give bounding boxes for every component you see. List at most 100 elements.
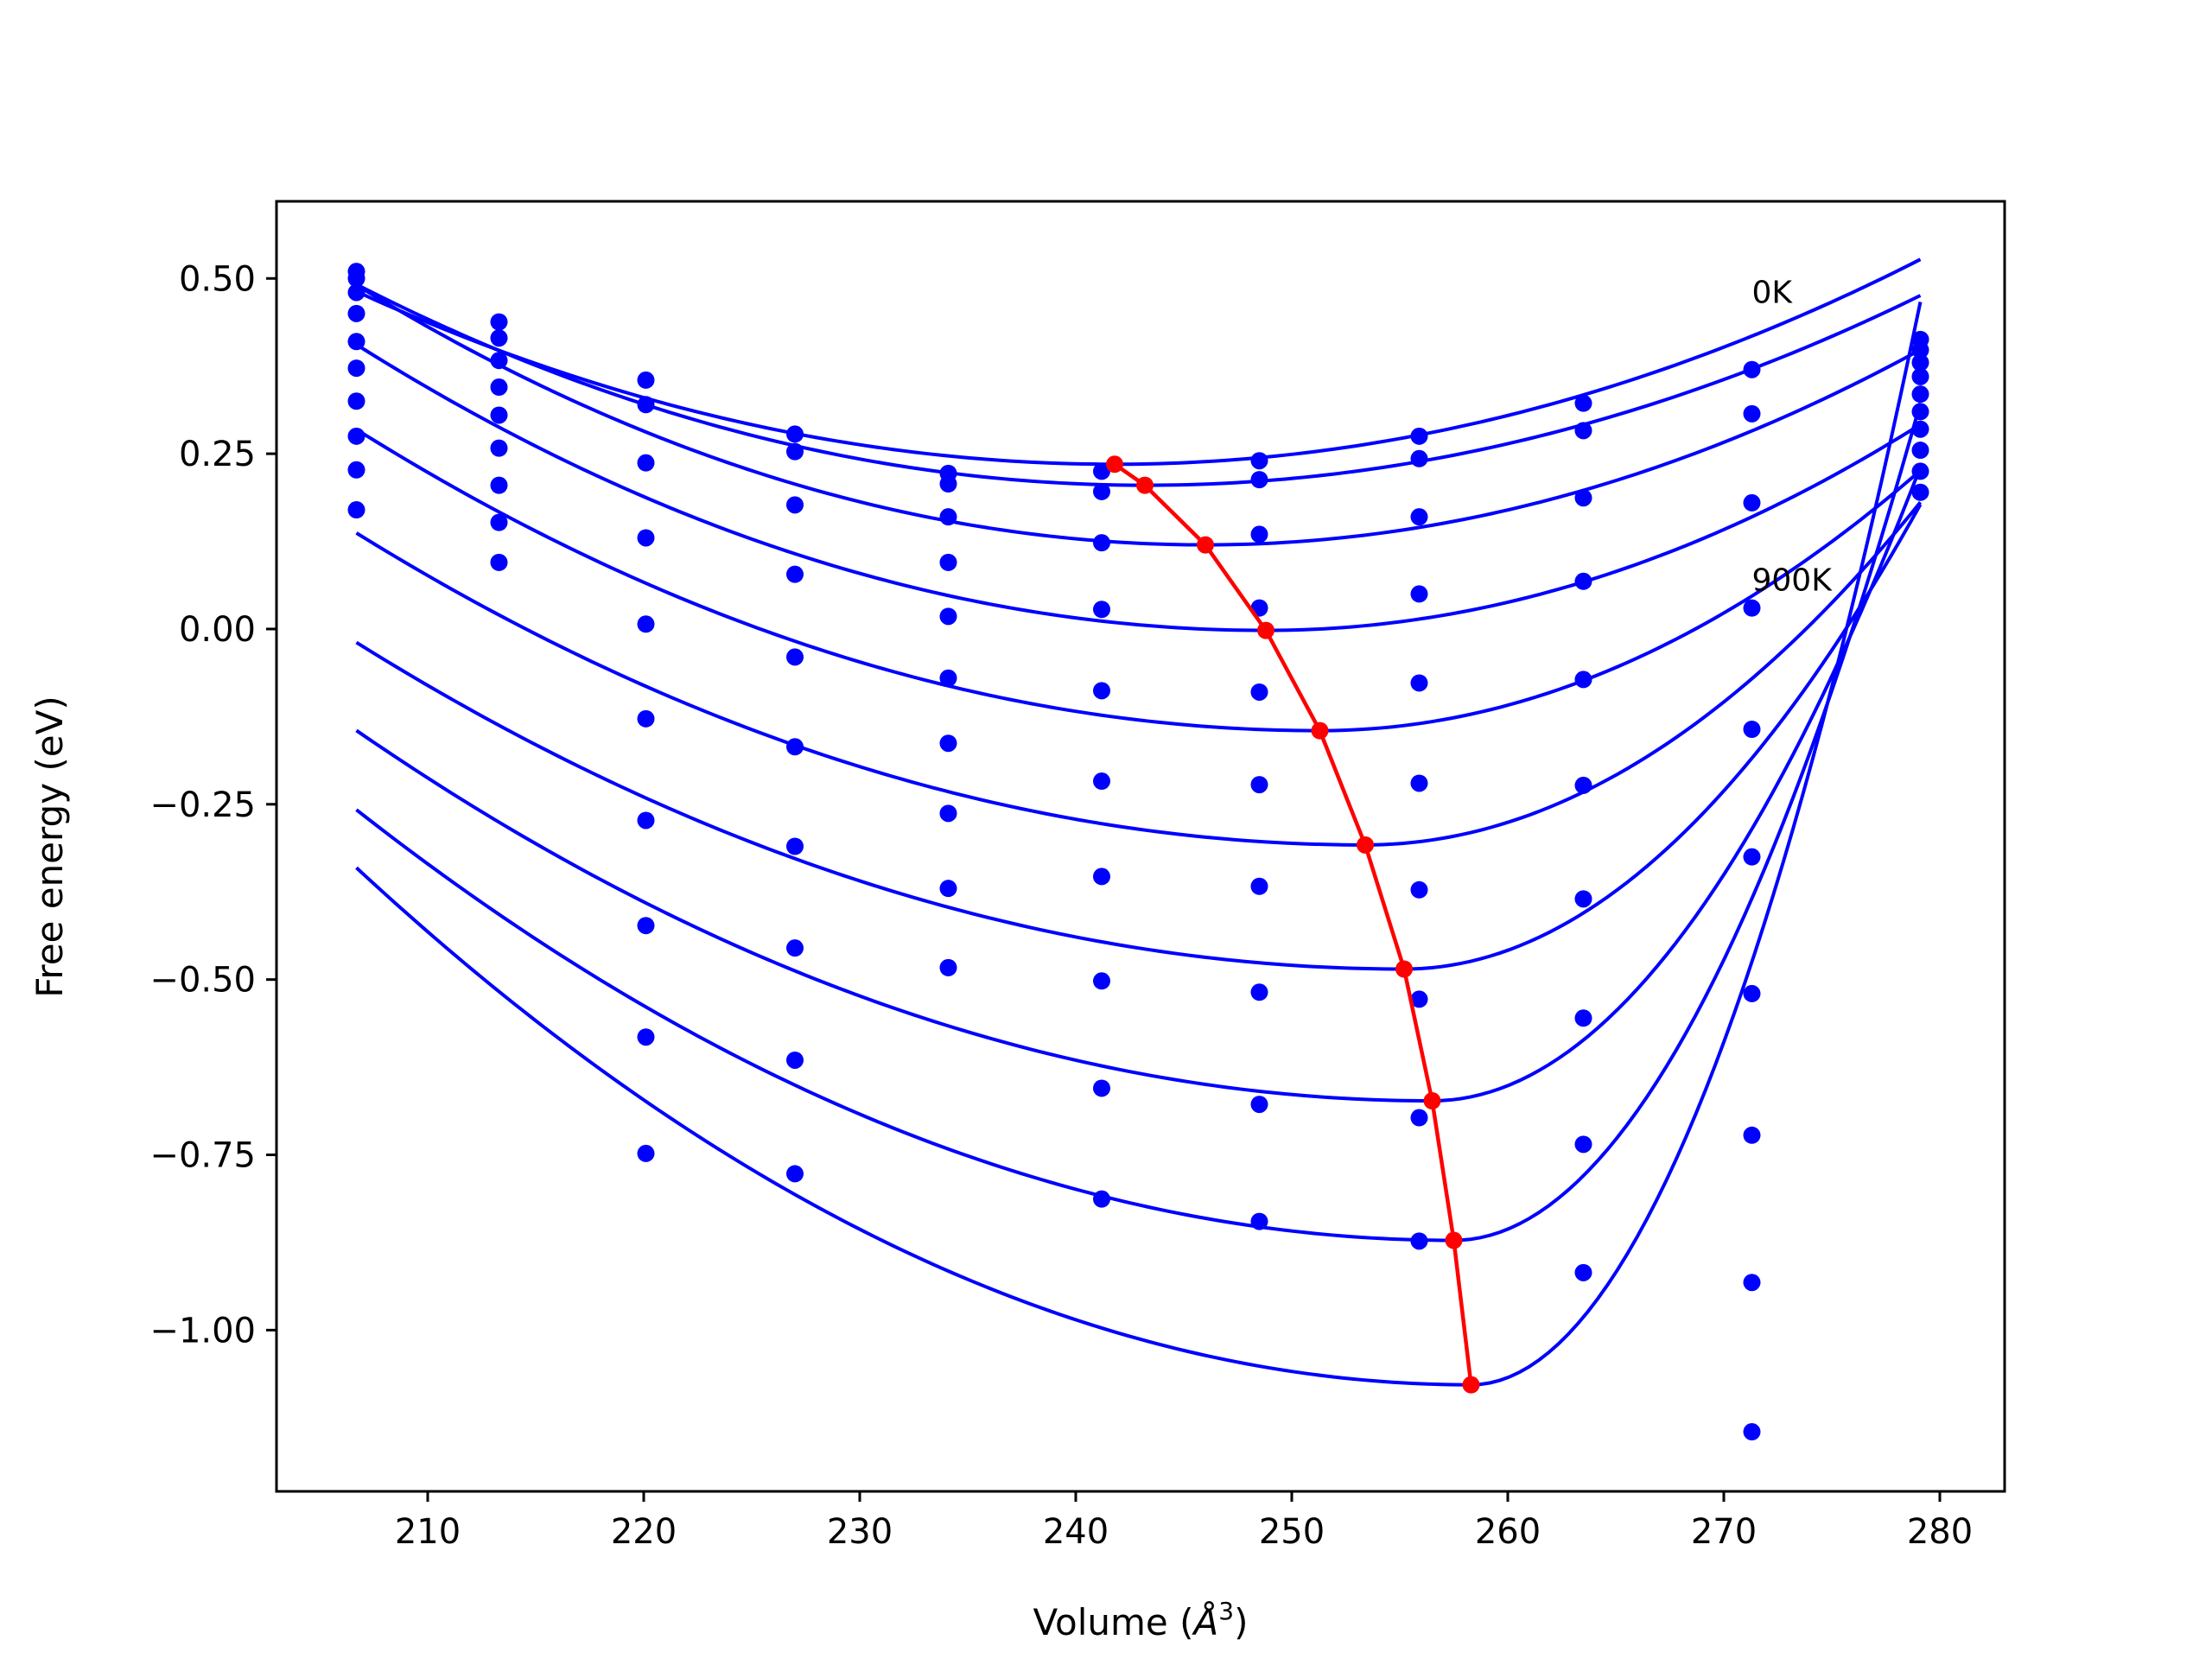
minimum-point	[1197, 536, 1214, 554]
curve-annotations: 0K 900K	[1752, 276, 1834, 599]
minimum-point	[1136, 476, 1154, 494]
data-point	[1410, 880, 1428, 899]
data-point	[786, 496, 804, 514]
data-point	[1743, 493, 1761, 512]
data-point	[939, 607, 957, 626]
data-point	[786, 442, 804, 461]
data-point	[1093, 1190, 1110, 1208]
data-point	[1410, 427, 1428, 445]
data-point	[637, 709, 655, 728]
fit-curve-4	[355, 428, 1922, 733]
data-point	[1574, 572, 1592, 590]
minima-path	[1113, 462, 1473, 1385]
data-point	[1743, 360, 1761, 378]
minimum-point	[1462, 1376, 1480, 1394]
x-tick-label: 270	[1691, 1512, 1757, 1552]
data-point	[347, 304, 365, 322]
data-point	[1574, 1009, 1592, 1027]
data-point	[1743, 404, 1761, 423]
fit-curve-7	[355, 466, 1923, 1103]
data-point	[1574, 394, 1592, 412]
data-point	[939, 669, 957, 687]
data-point	[1410, 585, 1428, 603]
minimum-point	[1395, 960, 1413, 978]
minimum-point	[1445, 1231, 1463, 1249]
data-point	[1743, 848, 1761, 866]
data-point	[1911, 403, 1929, 421]
data-point	[347, 427, 365, 445]
data-point	[786, 939, 804, 957]
data-point	[1093, 868, 1110, 886]
data-point	[1093, 534, 1110, 552]
y-tick-label: 0.00	[179, 610, 256, 650]
data-point	[490, 406, 508, 424]
data-point	[490, 513, 508, 531]
data-point	[786, 565, 804, 583]
y-tick-label: 0.50	[179, 259, 256, 299]
data-point	[939, 804, 957, 823]
x-axis-label: Volume (Å3)	[1033, 1597, 1249, 1643]
data-point	[347, 283, 365, 302]
data-point	[1911, 341, 1929, 359]
data-point	[1250, 452, 1268, 470]
y-tick-label: −0.75	[149, 1136, 256, 1176]
data-point	[939, 508, 957, 526]
data-point	[490, 553, 508, 571]
data-point	[786, 738, 804, 756]
x-tick-label: 250	[1259, 1512, 1325, 1552]
data-point	[1410, 1232, 1428, 1250]
data-point	[1250, 776, 1268, 794]
data-point	[1410, 674, 1428, 692]
data-point	[939, 880, 957, 898]
x-tick-label: 240	[1043, 1512, 1109, 1552]
data-point	[1911, 462, 1929, 480]
data-point	[1410, 508, 1428, 526]
data-point	[1250, 471, 1268, 489]
fit-curve-6	[355, 503, 1923, 971]
x-tick-label: 210	[395, 1512, 461, 1552]
data-point	[637, 396, 655, 414]
data-point	[939, 958, 957, 976]
y-axis-ticks: 0.50 0.25 0.00 −0.25 −0.50 −0.75 −1.00	[149, 259, 276, 1351]
fit-curve-8	[355, 402, 1923, 1243]
data-point	[1093, 601, 1110, 619]
data-point	[1743, 1126, 1761, 1144]
data-point	[1250, 877, 1268, 895]
data-point	[1093, 772, 1110, 791]
data-point	[490, 439, 508, 457]
data-point	[1574, 890, 1592, 908]
data-point	[490, 476, 508, 494]
data-point	[786, 837, 804, 855]
data-point	[637, 615, 655, 633]
data-point	[1911, 353, 1929, 372]
data-point	[1093, 1079, 1110, 1097]
x-tick-label: 220	[611, 1512, 677, 1552]
data-point	[1410, 990, 1428, 1008]
y-tick-label: −0.25	[149, 785, 256, 825]
data-point	[347, 270, 365, 288]
data-point	[490, 329, 508, 347]
curve-annotation: 900K	[1752, 563, 1834, 598]
minimum-point	[1357, 836, 1374, 854]
plot-frame	[275, 200, 2006, 1493]
data-point	[347, 359, 365, 378]
fit-curve-3	[355, 343, 1922, 632]
data-point	[1250, 683, 1268, 701]
data-point	[1911, 367, 1929, 385]
data-point	[1911, 420, 1929, 438]
y-tick-label: −1.00	[149, 1311, 256, 1351]
data-point	[1911, 385, 1929, 404]
x-tick-label: 230	[827, 1512, 893, 1552]
minima-line	[1106, 455, 1480, 1394]
data-point	[1093, 462, 1110, 480]
data-point	[1574, 489, 1592, 507]
data-point	[1911, 442, 1929, 460]
y-axis-label: Free energy (eV)	[29, 696, 71, 998]
data-point	[1911, 483, 1929, 501]
data-point	[1093, 972, 1110, 990]
data-point	[637, 529, 655, 547]
data-point	[490, 313, 508, 331]
fit-curve-5	[355, 501, 1923, 847]
data-point	[1410, 774, 1428, 792]
